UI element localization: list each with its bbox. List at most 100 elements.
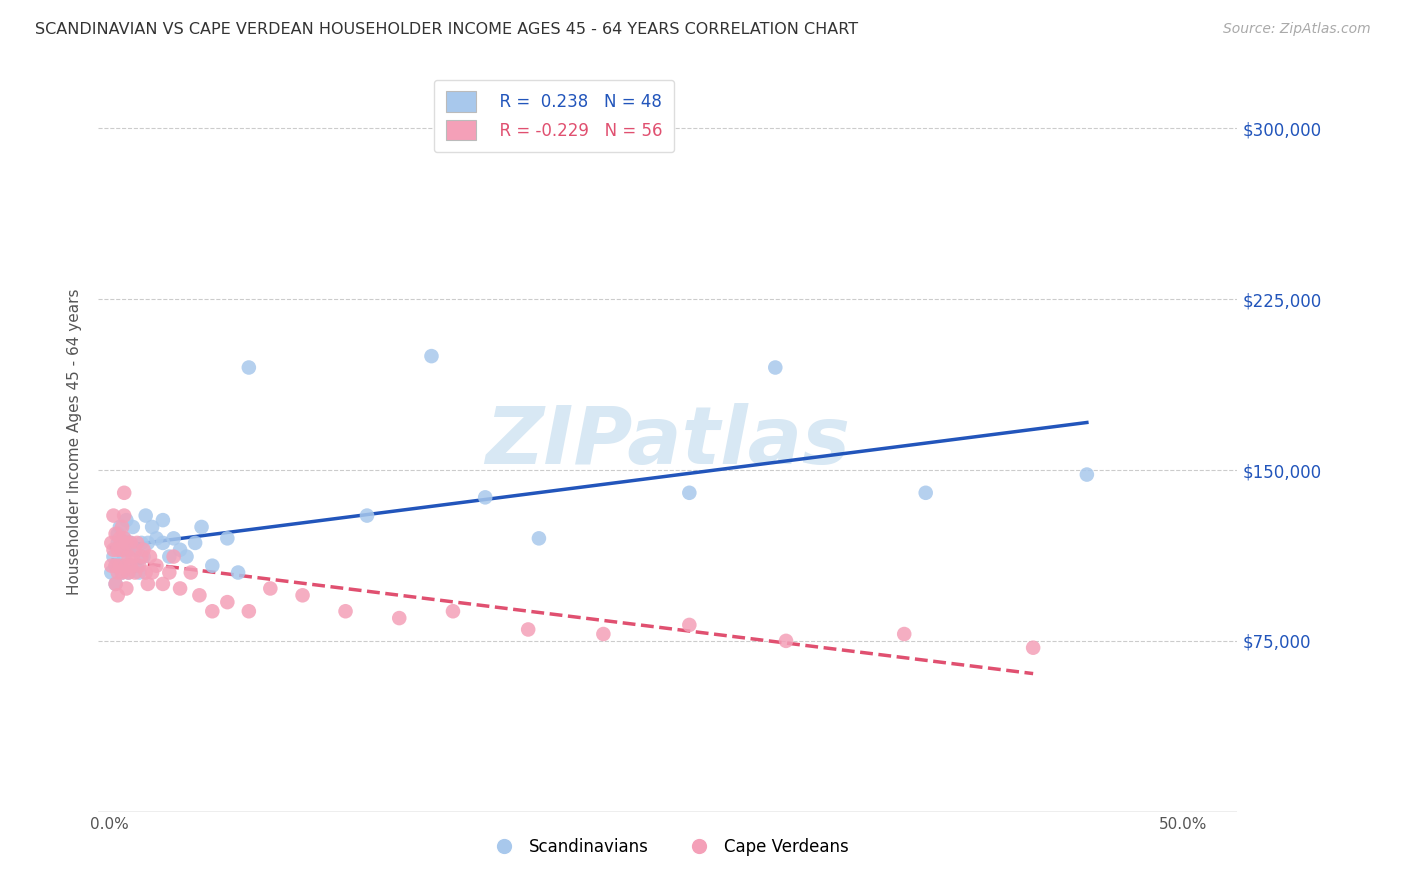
Point <box>120 558 142 573</box>
Point <box>111 566 134 580</box>
Point <box>136 536 159 550</box>
Point <box>117 566 139 580</box>
Point <box>131 549 153 564</box>
Point <box>128 566 150 580</box>
Point <box>678 485 700 500</box>
Point <box>474 491 496 505</box>
Point <box>104 526 127 541</box>
Point <box>152 536 174 550</box>
Point <box>188 588 211 602</box>
Point <box>162 549 184 564</box>
Point <box>441 604 464 618</box>
Point <box>120 558 142 573</box>
Point <box>103 508 125 523</box>
Point <box>145 532 167 546</box>
Point <box>157 549 180 564</box>
Point <box>238 360 260 375</box>
Point <box>111 542 134 557</box>
Point <box>184 536 207 550</box>
Point <box>112 549 135 564</box>
Point <box>132 542 155 557</box>
Point <box>141 520 163 534</box>
Point <box>201 604 224 618</box>
Point <box>128 558 150 573</box>
Y-axis label: Householder Income Ages 45 - 64 years: Householder Income Ages 45 - 64 years <box>67 288 83 595</box>
Point <box>763 360 786 375</box>
Point <box>120 536 142 550</box>
Point <box>775 633 797 648</box>
Point <box>124 542 146 557</box>
Point <box>111 520 134 534</box>
Point <box>108 558 131 573</box>
Point <box>135 508 157 523</box>
Point <box>176 549 198 564</box>
Point <box>104 577 127 591</box>
Point <box>112 532 135 546</box>
Point <box>115 536 138 550</box>
Point <box>217 532 239 546</box>
Point <box>115 558 138 573</box>
Point <box>914 485 936 500</box>
Point <box>100 536 122 550</box>
Point <box>162 532 184 546</box>
Point <box>104 558 127 573</box>
Point <box>111 566 134 580</box>
Point <box>169 582 191 596</box>
Point <box>388 611 411 625</box>
Point <box>136 577 159 591</box>
Point <box>112 532 135 546</box>
Point <box>141 566 163 580</box>
Point <box>107 566 129 580</box>
Point <box>132 549 155 564</box>
Point <box>100 558 122 573</box>
Point <box>124 566 146 580</box>
Point <box>152 577 174 591</box>
Point <box>335 604 357 618</box>
Point <box>127 558 149 573</box>
Point <box>112 485 135 500</box>
Point <box>111 542 134 557</box>
Point <box>217 595 239 609</box>
Point <box>103 549 125 564</box>
Point <box>121 520 143 534</box>
Point <box>108 520 131 534</box>
Point <box>527 532 550 546</box>
Point <box>104 577 127 591</box>
Point <box>120 536 142 550</box>
Point <box>356 508 378 523</box>
Point <box>139 549 162 564</box>
Point <box>180 566 202 580</box>
Point <box>135 566 157 580</box>
Point <box>152 513 174 527</box>
Text: SCANDINAVIAN VS CAPE VERDEAN HOUSEHOLDER INCOME AGES 45 - 64 YEARS CORRELATION C: SCANDINAVIAN VS CAPE VERDEAN HOUSEHOLDER… <box>35 22 858 37</box>
Point <box>1022 640 1045 655</box>
Point <box>1076 467 1098 482</box>
Point <box>100 566 122 580</box>
Point <box>226 566 249 580</box>
Point <box>592 627 614 641</box>
Point <box>190 520 212 534</box>
Point <box>107 536 129 550</box>
Point <box>117 549 139 564</box>
Legend: Scandinavians, Cape Verdeans: Scandinavians, Cape Verdeans <box>481 831 855 863</box>
Point <box>107 526 129 541</box>
Point <box>517 623 540 637</box>
Point <box>112 508 135 523</box>
Point <box>678 618 700 632</box>
Point <box>108 558 131 573</box>
Point <box>107 542 129 557</box>
Point <box>420 349 443 363</box>
Point <box>104 558 127 573</box>
Point <box>145 558 167 573</box>
Point <box>117 566 139 580</box>
Point <box>108 532 131 546</box>
Point <box>131 536 153 550</box>
Point <box>115 582 138 596</box>
Point <box>103 542 125 557</box>
Point <box>169 542 191 557</box>
Point <box>107 588 129 602</box>
Point <box>121 549 143 564</box>
Text: ZIPatlas: ZIPatlas <box>485 402 851 481</box>
Point <box>893 627 915 641</box>
Point <box>238 604 260 618</box>
